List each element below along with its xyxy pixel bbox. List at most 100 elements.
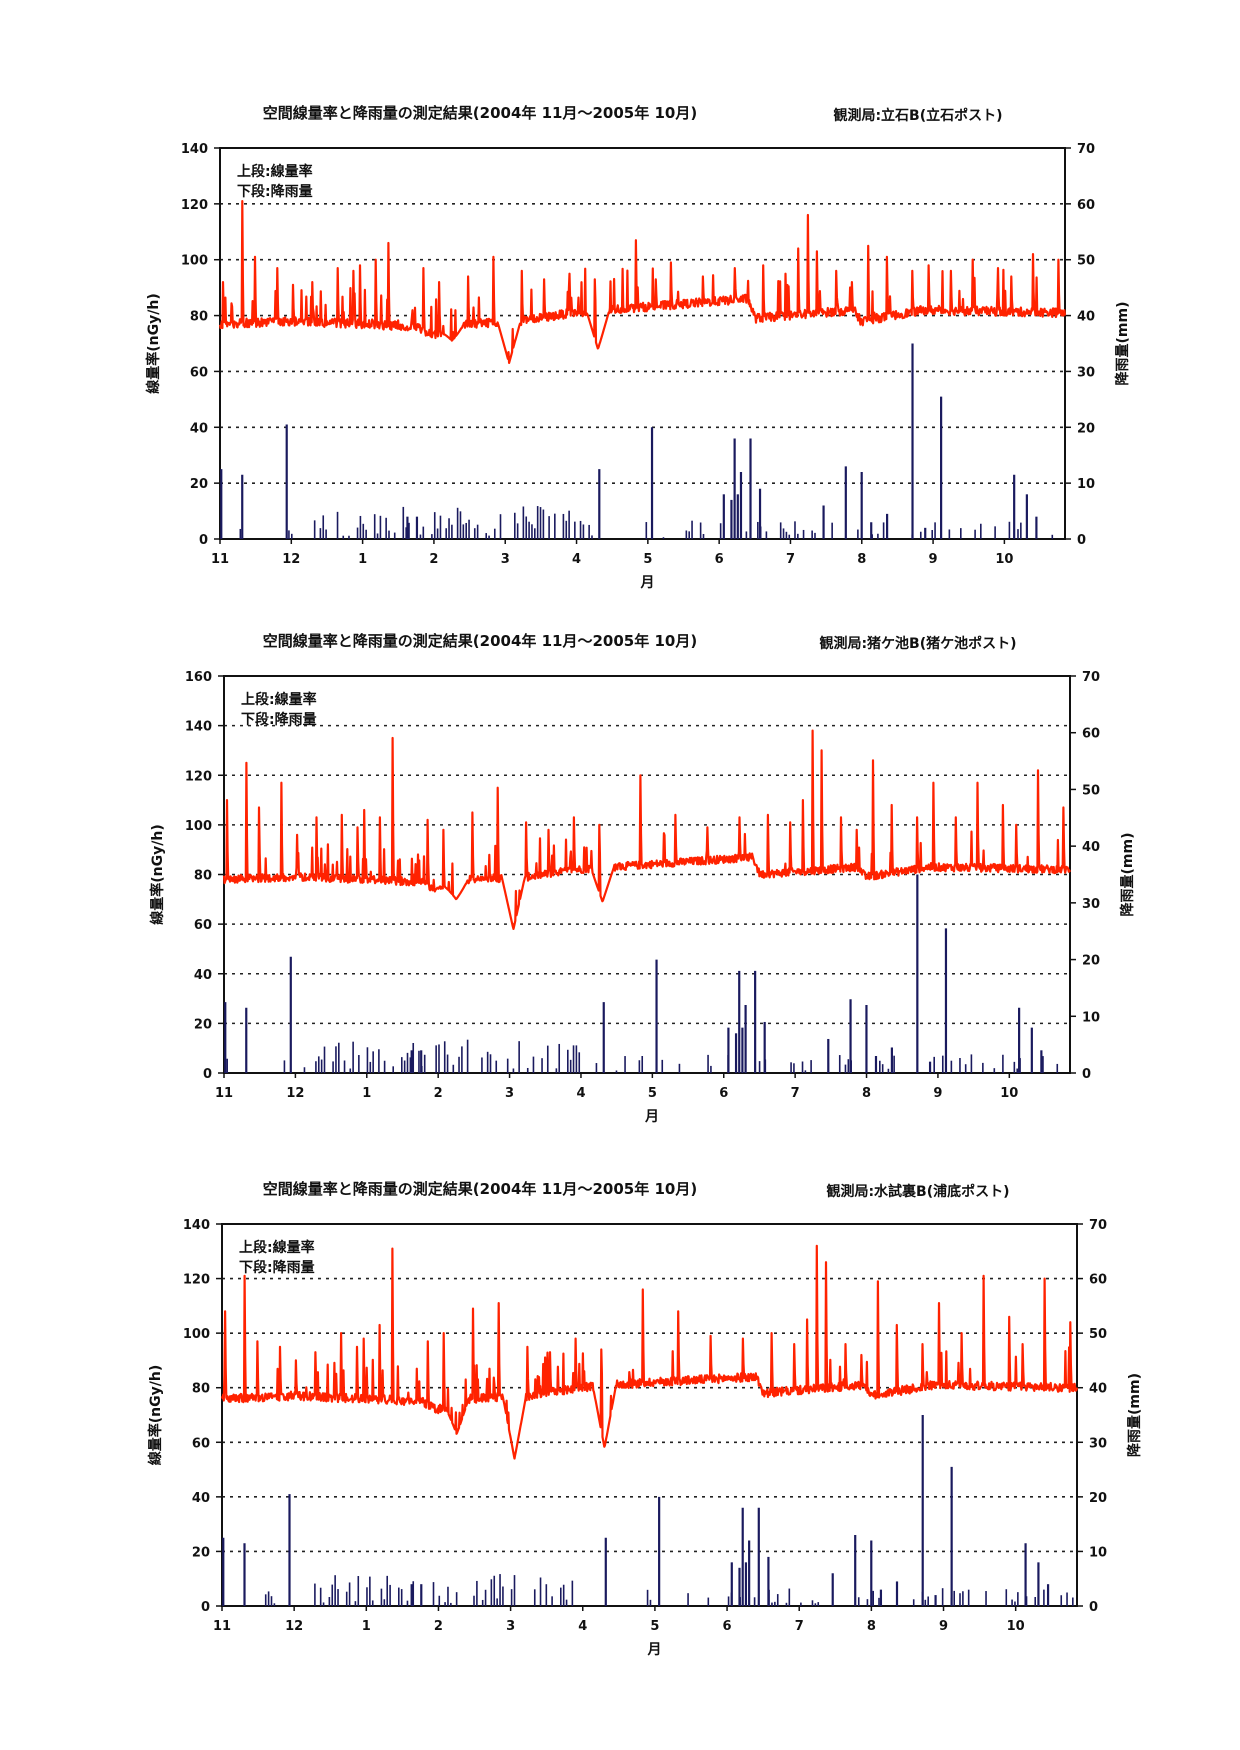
x-tick-label: 10 xyxy=(1000,1086,1018,1101)
y-right-tick-label: 60 xyxy=(1089,1273,1107,1288)
y-right-tick-label: 30 xyxy=(1082,897,1100,912)
y-left-tick-label: 0 xyxy=(203,1067,212,1082)
x-tick-label: 3 xyxy=(506,1619,515,1634)
y-right-tick-label: 30 xyxy=(1089,1436,1107,1451)
x-tick-label: 5 xyxy=(643,552,652,567)
x-tick-label: 11 xyxy=(215,1086,233,1101)
plot-frame xyxy=(221,1223,1078,1607)
x-tick-label: 4 xyxy=(578,1619,587,1634)
x-tick-label: 9 xyxy=(939,1619,948,1634)
series-rainfall xyxy=(224,874,1059,1073)
y-right-tick-label: 70 xyxy=(1089,1218,1107,1233)
y-right-tick-label: 20 xyxy=(1077,421,1095,436)
y-left-tick-label: 80 xyxy=(194,869,212,884)
legend-upper: 上段:線量率 xyxy=(239,1239,315,1256)
y-left-tick-label: 20 xyxy=(194,1017,212,1032)
chart-title: 空間線量率と降雨量の測定結果(2004年 11月～2005年 10月) xyxy=(263,1180,697,1198)
y-right-tick-label: 10 xyxy=(1077,477,1095,492)
x-tick-label: 6 xyxy=(723,1619,732,1634)
x-tick-label: 1 xyxy=(358,552,367,567)
y-right-tick-label: 60 xyxy=(1077,198,1095,213)
x-tick-label: 12 xyxy=(286,1086,304,1101)
y-right-tick-label: 50 xyxy=(1089,1327,1107,1342)
y-left-tick-label: 60 xyxy=(190,365,208,380)
y-right-tick-label: 50 xyxy=(1077,254,1095,269)
station-label: 観測局:水試裏B(浦底ポスト) xyxy=(826,1183,1009,1200)
chart-1: 空間線量率と降雨量の測定結果(2004年 11月～2005年 10月) 観測局:立… xyxy=(145,104,1131,591)
x-tick-label: 10 xyxy=(995,552,1013,567)
x-tick-label: 1 xyxy=(362,1619,371,1634)
x-tick-label: 9 xyxy=(929,552,938,567)
x-axis-label: 月 xyxy=(647,1642,662,1658)
x-axis-label: 月 xyxy=(644,1109,659,1125)
y-left-tick-label: 40 xyxy=(192,1491,210,1506)
y-left-tick-label: 140 xyxy=(183,1218,210,1233)
station-label: 観測局:立石B(立石ポスト) xyxy=(833,107,1002,124)
x-axis-label: 月 xyxy=(640,575,655,591)
legend-lower: 下段:降雨量 xyxy=(237,183,313,200)
y-left-tick-label: 80 xyxy=(190,310,208,325)
x-tick-label: 3 xyxy=(501,552,510,567)
x-tick-label: 9 xyxy=(933,1086,942,1101)
x-tick-label: 4 xyxy=(576,1086,585,1101)
y-right-tick-label: 60 xyxy=(1082,727,1100,742)
y-left-tick-label: 20 xyxy=(192,1545,210,1560)
y-left-tick-label: 100 xyxy=(185,819,212,834)
y-left-tick-label: 140 xyxy=(185,720,212,735)
x-tick-label: 12 xyxy=(282,552,300,567)
x-tick-label: 10 xyxy=(1007,1619,1025,1634)
y-right-tick-label: 0 xyxy=(1077,533,1086,548)
plot-frame xyxy=(219,147,1066,540)
x-tick-label: 8 xyxy=(867,1619,876,1634)
y-right-tick-label: 20 xyxy=(1082,954,1100,969)
y-right-tick-label: 40 xyxy=(1082,840,1100,855)
y-left-tick-label: 120 xyxy=(185,769,212,784)
legend-upper: 上段:線量率 xyxy=(237,163,313,180)
chart-title: 空間線量率と降雨量の測定結果(2004年 11月～2005年 10月) xyxy=(263,104,697,122)
y-left-axis-label: 線量率(nGy/h) xyxy=(149,824,166,924)
x-tick-label: 8 xyxy=(862,1086,871,1101)
y-right-axis-label: 降雨量(mm) xyxy=(1126,1373,1143,1457)
y-left-tick-label: 60 xyxy=(192,1436,210,1451)
y-left-tick-label: 0 xyxy=(199,533,208,548)
chart-title: 空間線量率と降雨量の測定結果(2004年 11月～2005年 10月) xyxy=(263,632,697,650)
x-tick-label: 6 xyxy=(715,552,724,567)
y-right-tick-label: 40 xyxy=(1077,310,1095,325)
x-tick-label: 7 xyxy=(795,1619,804,1634)
x-tick-label: 1 xyxy=(362,1086,371,1101)
y-right-tick-label: 10 xyxy=(1089,1545,1107,1560)
y-left-tick-label: 120 xyxy=(181,198,208,213)
y-right-tick-label: 50 xyxy=(1082,783,1100,798)
chart-3: 空間線量率と降雨量の測定結果(2004年 11月～2005年 10月) 観測局:水… xyxy=(147,1180,1143,1658)
y-left-axis-label: 線量率(nGy/h) xyxy=(145,293,162,393)
series-rainfall xyxy=(220,343,1054,539)
y-right-tick-label: 20 xyxy=(1089,1491,1107,1506)
x-tick-label: 12 xyxy=(285,1619,303,1634)
y-left-tick-label: 100 xyxy=(183,1327,210,1342)
y-right-tick-label: 30 xyxy=(1077,365,1095,380)
x-tick-label: 8 xyxy=(857,552,866,567)
x-tick-label: 2 xyxy=(429,552,438,567)
series-rainfall xyxy=(222,1415,1074,1606)
series-dose-rate-line xyxy=(222,729,1072,930)
x-tick-label: 5 xyxy=(650,1619,659,1634)
x-tick-label: 6 xyxy=(719,1086,728,1101)
y-left-tick-label: 120 xyxy=(183,1273,210,1288)
x-tick-label: 2 xyxy=(434,1619,443,1634)
station-label: 観測局:猪ケ池B(猪ケ池ポスト) xyxy=(819,635,1016,652)
chart-2: 空間線量率と降雨量の測定結果(2004年 11月～2005年 10月) 観測局:猪… xyxy=(149,632,1136,1125)
y-right-tick-label: 0 xyxy=(1082,1067,1091,1082)
y-right-axis-label: 降雨量(mm) xyxy=(1119,833,1136,917)
y-left-tick-label: 20 xyxy=(190,477,208,492)
y-right-tick-label: 40 xyxy=(1089,1382,1107,1397)
x-tick-label: 11 xyxy=(213,1619,231,1634)
y-right-tick-label: 70 xyxy=(1077,142,1095,157)
y-right-tick-label: 10 xyxy=(1082,1010,1100,1025)
y-left-tick-label: 160 xyxy=(185,670,212,685)
y-left-tick-label: 80 xyxy=(192,1382,210,1397)
legend-upper: 上段:線量率 xyxy=(241,691,317,708)
y-left-tick-label: 60 xyxy=(194,918,212,933)
x-tick-label: 4 xyxy=(572,552,581,567)
x-tick-label: 5 xyxy=(648,1086,657,1101)
